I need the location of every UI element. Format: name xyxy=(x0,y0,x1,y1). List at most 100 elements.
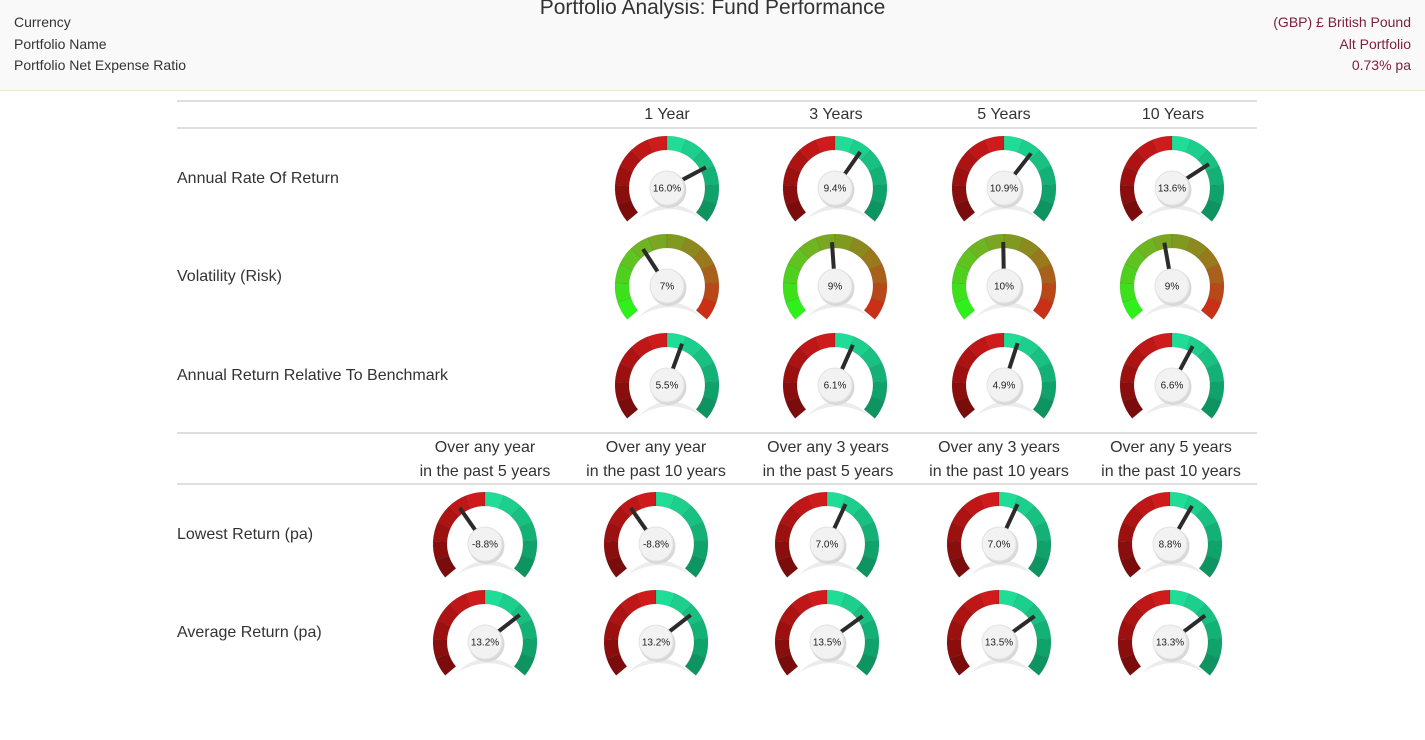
gauge-s1-r0-c0: 16.0% xyxy=(613,136,725,226)
col-head-3-years: 3 Years xyxy=(751,106,921,124)
gauge-dial: 9.4% xyxy=(781,136,893,226)
gauge-value-label: 7.0% xyxy=(816,540,839,551)
gauge-s2-r1-c4: 13.3% xyxy=(1116,590,1228,680)
col-head-line2: in the past 5 years xyxy=(399,460,571,484)
gauge-value-label: 8.8% xyxy=(1159,540,1182,551)
gauge-needle xyxy=(1179,346,1193,372)
gauge-needle xyxy=(838,616,862,634)
gauge-dial: 13.5% xyxy=(773,590,885,680)
gauge-s1-r2-c3: 6.6% xyxy=(1118,333,1230,423)
gauge-value-label: 4.9% xyxy=(993,381,1016,392)
gauge-s2-r0-c4: 8.8% xyxy=(1116,492,1228,582)
col-head-line2: in the past 10 years xyxy=(1085,460,1257,484)
gauge-value-label: 13.2% xyxy=(642,638,670,649)
gauge-s1-r0-c3: 13.6% xyxy=(1118,136,1230,226)
gauge-dial: 13.6% xyxy=(1118,136,1230,226)
gauge-s1-r1-c0: 7% xyxy=(613,234,725,324)
col-head-line2: in the past 5 years xyxy=(742,460,914,484)
gauge-value-label: 9% xyxy=(828,282,843,293)
gauge-needle xyxy=(1181,616,1205,634)
gauge-value-label: 7% xyxy=(660,282,675,293)
row-label-average-return: Average Return (pa) xyxy=(177,624,322,642)
gauge-dial: 7.0% xyxy=(773,492,885,582)
currency-label: Currency xyxy=(14,14,71,30)
gauge-needle xyxy=(1003,242,1004,272)
gauge-dial: 16.0% xyxy=(613,136,725,226)
gauge-needle xyxy=(1177,506,1192,532)
gauge-value-label: 9% xyxy=(1165,282,1180,293)
gauge-needle xyxy=(667,615,691,633)
gauge-value-label: 7.0% xyxy=(988,540,1011,551)
col-head-line2: in the past 10 years xyxy=(570,460,742,484)
gauge-s1-r1-c2: 10% xyxy=(950,234,1062,324)
col-head-any-3y-10: Over any 3 years in the past 10 years xyxy=(913,436,1085,484)
gauge-s2-r1-c1: 13.2% xyxy=(602,590,714,680)
section1-top-rule xyxy=(177,100,1257,102)
expense-ratio-value: 0.73% pa xyxy=(1352,57,1411,73)
section1-header-rule xyxy=(177,127,1257,129)
gauge-value-label: 6.6% xyxy=(1161,381,1184,392)
gauge-s2-r1-c2: 13.5% xyxy=(773,590,885,680)
portfolio-name-value: Alt Portfolio xyxy=(1339,36,1411,52)
gauge-value-label: -8.8% xyxy=(643,540,669,551)
gauge-needle xyxy=(631,508,648,533)
col-head-5-years: 5 Years xyxy=(919,106,1089,124)
col-head-line1: Over any 5 years xyxy=(1085,436,1257,460)
col-head-any-year-10: Over any year in the past 10 years xyxy=(570,436,742,484)
gauge-s2-r0-c0: -8.8% xyxy=(431,492,543,582)
gauge-value-label: 10% xyxy=(994,282,1014,293)
col-head-line2: in the past 10 years xyxy=(913,460,1085,484)
col-head-line1: Over any 3 years xyxy=(913,436,1085,460)
currency-value: (GBP) £ British Pound xyxy=(1273,14,1411,30)
gauge-value-label: 5.5% xyxy=(656,381,679,392)
gauge-needle xyxy=(460,508,477,533)
gauge-dial: 13.2% xyxy=(431,590,543,680)
gauge-dial: 7% xyxy=(613,234,725,324)
expense-ratio-label: Portfolio Net Expense Ratio xyxy=(14,57,186,73)
gauge-value-label: -8.8% xyxy=(472,540,498,551)
gauge-s1-r2-c1: 6.1% xyxy=(781,333,893,423)
section2-header-rule xyxy=(177,483,1257,485)
portfolio-header: Portfolio Analysis: Fund Performance Cur… xyxy=(0,0,1425,91)
currency-row: Currency (GBP) £ British Pound xyxy=(14,14,1411,32)
gauge-needle xyxy=(1184,164,1209,180)
col-head-line1: Over any year xyxy=(570,436,742,460)
gauge-dial: 4.9% xyxy=(950,333,1062,423)
gauge-dial: 10% xyxy=(950,234,1062,324)
row-label-annual-return: Annual Rate Of Return xyxy=(177,170,339,188)
gauge-value-label: 6.1% xyxy=(824,381,847,392)
gauge-needle xyxy=(496,615,520,633)
gauge-dial: 13.3% xyxy=(1116,590,1228,680)
gauge-value-label: 13.5% xyxy=(985,638,1013,649)
gauge-value-label: 13.3% xyxy=(1156,638,1184,649)
row-label-lowest-return: Lowest Return (pa) xyxy=(177,526,313,544)
gauge-needle xyxy=(643,249,659,274)
gauge-dial: 8.8% xyxy=(1116,492,1228,582)
gauge-value-label: 13.6% xyxy=(1158,184,1186,195)
gauge-needle xyxy=(679,167,705,181)
gauge-dial: 13.5% xyxy=(945,590,1057,680)
gauge-value-label: 13.5% xyxy=(813,638,841,649)
gauge-dial: 9% xyxy=(781,234,893,324)
gauge-needle xyxy=(843,152,860,177)
gauge-needle xyxy=(1010,616,1034,634)
gauge-s1-r1-c1: 9% xyxy=(781,234,893,324)
col-head-line1: Over any 3 years xyxy=(742,436,914,460)
gauge-dial: 9% xyxy=(1118,234,1230,324)
gauge-s1-r1-c3: 9% xyxy=(1118,234,1230,324)
gauge-dial: 6.1% xyxy=(781,333,893,423)
gauge-dial: -8.8% xyxy=(602,492,714,582)
gauge-s1-r2-c0: 5.5% xyxy=(613,333,725,423)
gauge-value-label: 9.4% xyxy=(824,184,847,195)
gauge-dial: 10.9% xyxy=(950,136,1062,226)
gauge-needle xyxy=(1013,153,1031,177)
gauge-s2-r0-c2: 7.0% xyxy=(773,492,885,582)
gauge-dial: 6.6% xyxy=(1118,333,1230,423)
col-head-any-3y-5: Over any 3 years in the past 5 years xyxy=(742,436,914,484)
col-head-any-5y-10: Over any 5 years in the past 10 years xyxy=(1085,436,1257,484)
gauge-dial: 13.2% xyxy=(602,590,714,680)
section2-top-rule xyxy=(177,432,1257,434)
gauge-value-label: 10.9% xyxy=(990,184,1018,195)
gauge-dial: 5.5% xyxy=(613,333,725,423)
gauge-s2-r0-c1: -8.8% xyxy=(602,492,714,582)
